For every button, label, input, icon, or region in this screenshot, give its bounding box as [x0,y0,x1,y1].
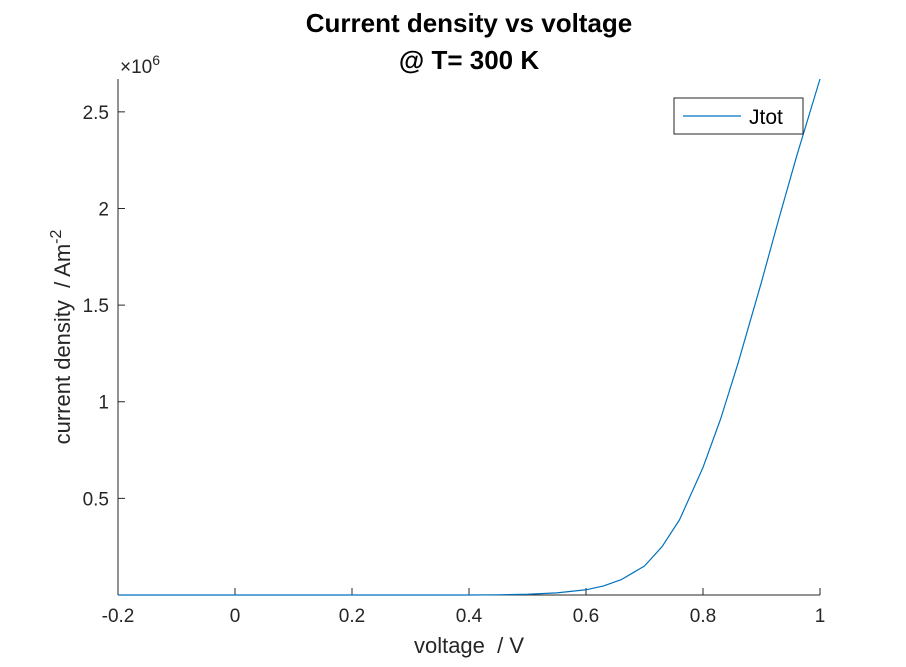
y-tick-label: 0.5 [83,489,109,510]
chart-title-line-2: @ T= 300 K [399,45,539,75]
series-line-jtot [118,78,821,596]
x-tick-label: -0.2 [102,606,135,627]
x-tick-label: 0.6 [573,606,599,627]
y-exponent-label: ×106 [120,52,160,78]
x-tick-label: 1 [815,606,826,627]
x-axis-ticks: -0.2 0 0.2 0.4 0.6 0.8 1 [102,588,826,627]
legend-label-jtot: Jtot [749,106,783,129]
y-tick-label: 2.5 [83,103,109,124]
y-axis-ticks: 0.5 1 1.5 2 2.5 [83,103,125,510]
y-tick-label: 1.5 [83,296,109,317]
y-axis-label: current density / Am-2 [48,230,75,445]
plot-area [118,79,820,595]
series-layer [118,78,821,596]
y-tick-label: 2 [98,199,109,220]
x-tick-label: 0.8 [690,606,716,627]
x-tick-label: 0.2 [339,606,365,627]
chart-title-line-1: Current density vs voltage [306,8,633,38]
legend: Jtot [673,97,804,135]
x-axis-label: voltage / V [414,633,524,658]
x-tick-label: 0 [230,606,241,627]
y-tick-label: 1 [98,393,109,414]
x-tick-label: 0.4 [456,606,483,627]
